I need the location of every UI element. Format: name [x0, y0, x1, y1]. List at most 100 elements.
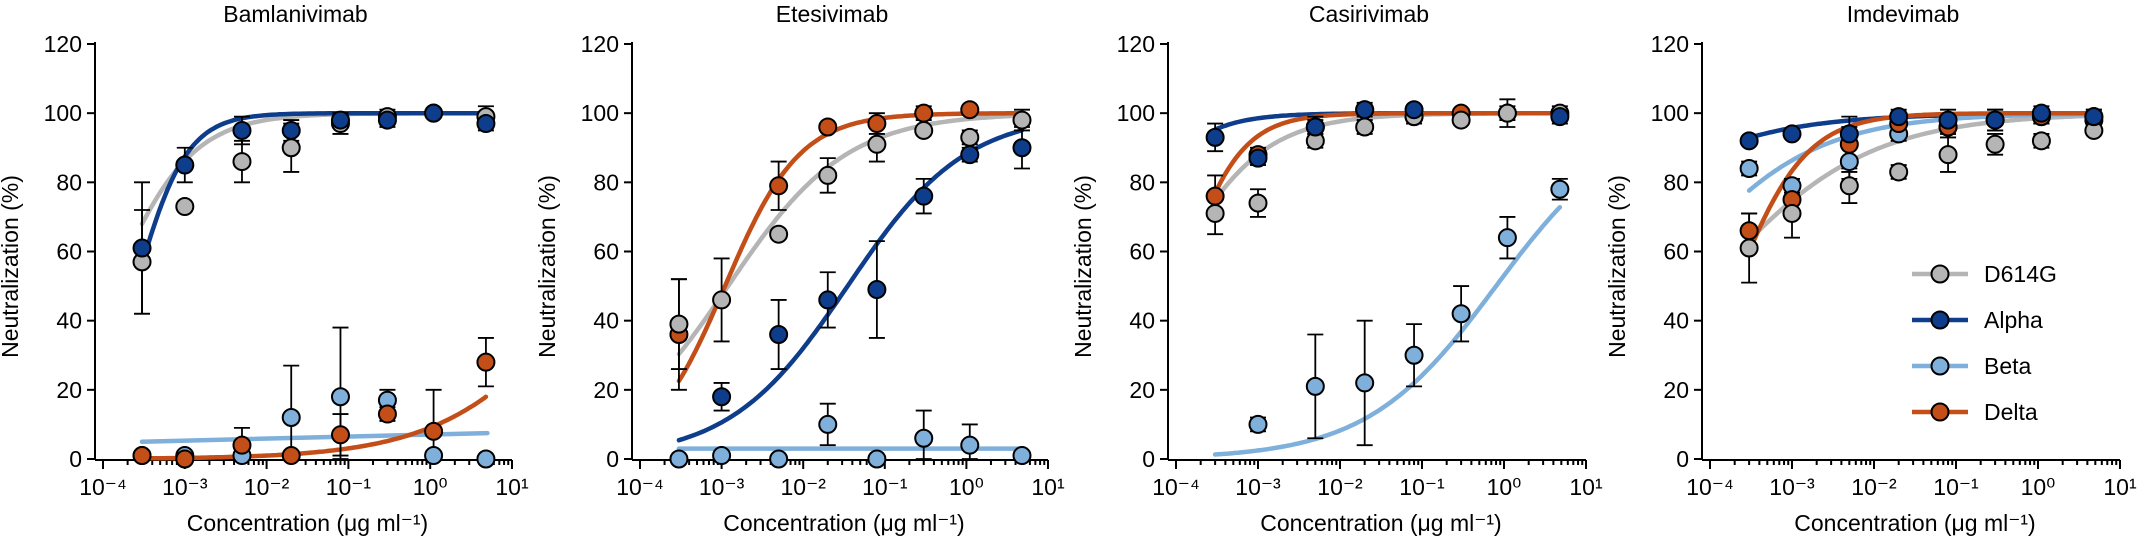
legend-marker-beta [1930, 356, 1950, 376]
x-tick-label: 10⁻² [781, 474, 827, 500]
data-point-alpha [330, 110, 350, 130]
y-tick-label: 100 [44, 100, 82, 126]
data-point-d614g [1205, 203, 1225, 223]
legend-label-alpha: Alpha [1984, 307, 2043, 333]
data-point-beta [818, 414, 838, 434]
data-point-d614g [669, 314, 689, 334]
data-point-beta [1404, 345, 1424, 365]
legend: D614G Alpha Beta Delta [1912, 261, 2057, 425]
y-tick-label: 80 [56, 169, 82, 195]
chart-title: Bamlanivimab [223, 1, 367, 27]
x-tick-label: 10¹ [2103, 474, 2137, 500]
data-point-alpha [377, 110, 397, 130]
y-axis-label: Neutralization (%) [534, 175, 560, 358]
chart-title: Casirivimab [1309, 1, 1429, 27]
data-point-alpha [1355, 100, 1375, 120]
x-axis-label: Concentration (μg ml⁻¹) [187, 510, 428, 536]
x-tick-label: 10¹ [495, 474, 529, 500]
x-tick-label: 10⁻² [1317, 474, 1363, 500]
data-point-alpha [769, 325, 789, 344]
chart-title: Etesivimab [776, 1, 888, 27]
x-tick-label: 10⁻¹ [1933, 474, 1979, 500]
x-tick-label: 10⁻⁴ [1686, 474, 1734, 500]
y-tick-label: 80 [1663, 169, 1689, 195]
data-point-beta [769, 449, 789, 469]
fit-curve-d614g [676, 113, 1025, 357]
data-point-beta [1739, 159, 1759, 178]
x-tick-label: 10⁻¹ [326, 474, 372, 500]
data-point-alpha [1248, 148, 1268, 168]
data-point-alpha [132, 238, 152, 258]
x-tick-label: 10⁻¹ [1399, 474, 1445, 500]
y-tick-label: 100 [1651, 100, 1689, 126]
y-tick-label: 0 [69, 446, 82, 472]
chart-panel-etesivimab: Etesivimab 0 20 40 60 80 100 120 10⁻⁴ 10⁻³ 10⁻² 10⁻… [534, 1, 1065, 536]
data-point-delta [281, 446, 301, 466]
data-point-beta [712, 446, 732, 466]
data-point-alpha [914, 186, 934, 206]
data-point-d614g [914, 120, 934, 140]
data-point-alpha [232, 120, 252, 140]
data-point-alpha [2031, 103, 2051, 123]
y-axis-label: Neutralization (%) [1604, 175, 1630, 358]
data-point-delta [424, 421, 444, 441]
y-tick-label: 20 [1129, 377, 1155, 403]
y-tick-label: 40 [1129, 308, 1155, 334]
data-point-alpha [960, 145, 980, 165]
data-point-alpha [867, 280, 887, 300]
legend-marker-delta [1930, 402, 1950, 422]
x-tick-label: 10⁰ [413, 474, 448, 500]
data-point-alpha [1739, 131, 1759, 151]
y-tick-label: 20 [1663, 377, 1689, 403]
data-point-alpha [1782, 124, 1802, 144]
y-tick-label: 20 [593, 377, 619, 403]
data-point-alpha [1305, 117, 1325, 137]
chart-title: Imdevimab [1847, 1, 1959, 27]
x-tick-label: 10⁻⁴ [1152, 474, 1200, 500]
data-point-alpha [476, 114, 496, 134]
data-point-beta [960, 435, 980, 455]
data-point-delta [960, 100, 980, 120]
data-point-d614g [960, 127, 980, 147]
data-point-alpha [1938, 110, 1958, 130]
legend-label-d614g: D614G [1984, 261, 2057, 287]
data-point-d614g [769, 224, 789, 244]
data-point-d614g [1355, 117, 1375, 137]
data-point-d614g [1739, 238, 1759, 258]
x-axis-label: Concentration (μg ml⁻¹) [1260, 510, 1501, 536]
data-point-alpha [175, 155, 195, 175]
data-point-d614g [175, 197, 195, 217]
x-axis-label: Concentration (μg ml⁻¹) [1794, 510, 2035, 536]
data-point-d614g [1938, 145, 1958, 165]
y-tick-label: 60 [593, 239, 619, 265]
data-point-d614g [1839, 176, 1859, 196]
y-tick-label: 60 [1663, 239, 1689, 265]
legend-marker-alpha [1930, 310, 1950, 330]
x-tick-label: 10⁻⁴ [616, 474, 664, 500]
legend-marker-d614g [1930, 264, 1950, 284]
data-point-d614g [818, 165, 838, 185]
x-axis-label: Concentration (μg ml⁻¹) [723, 510, 964, 536]
fit-curve-alpha [139, 110, 489, 267]
y-tick-label: 60 [1129, 239, 1155, 265]
x-tick-label: 10⁰ [1487, 474, 1522, 500]
data-point-beta [424, 446, 444, 466]
data-point-alpha [2084, 107, 2104, 127]
y-tick-label: 100 [1117, 100, 1155, 126]
y-tick-label: 120 [581, 31, 619, 57]
y-axis-label: Neutralization (%) [0, 175, 23, 358]
data-point-alpha [1889, 107, 1909, 127]
data-point-beta [476, 449, 496, 469]
data-point-beta [1012, 446, 1032, 466]
y-tick-label: 100 [581, 100, 619, 126]
y-tick-label: 120 [44, 31, 82, 57]
y-tick-label: 120 [1117, 31, 1155, 57]
legend-label-delta: Delta [1984, 399, 2038, 425]
data-point-d614g [1782, 203, 1802, 223]
y-tick-label: 40 [56, 308, 82, 334]
data-point-d614g [232, 152, 252, 172]
data-point-beta [1451, 304, 1471, 324]
x-tick-label: 10¹ [1031, 474, 1065, 500]
data-point-beta [1248, 414, 1268, 434]
data-point-d614g [1451, 110, 1471, 130]
